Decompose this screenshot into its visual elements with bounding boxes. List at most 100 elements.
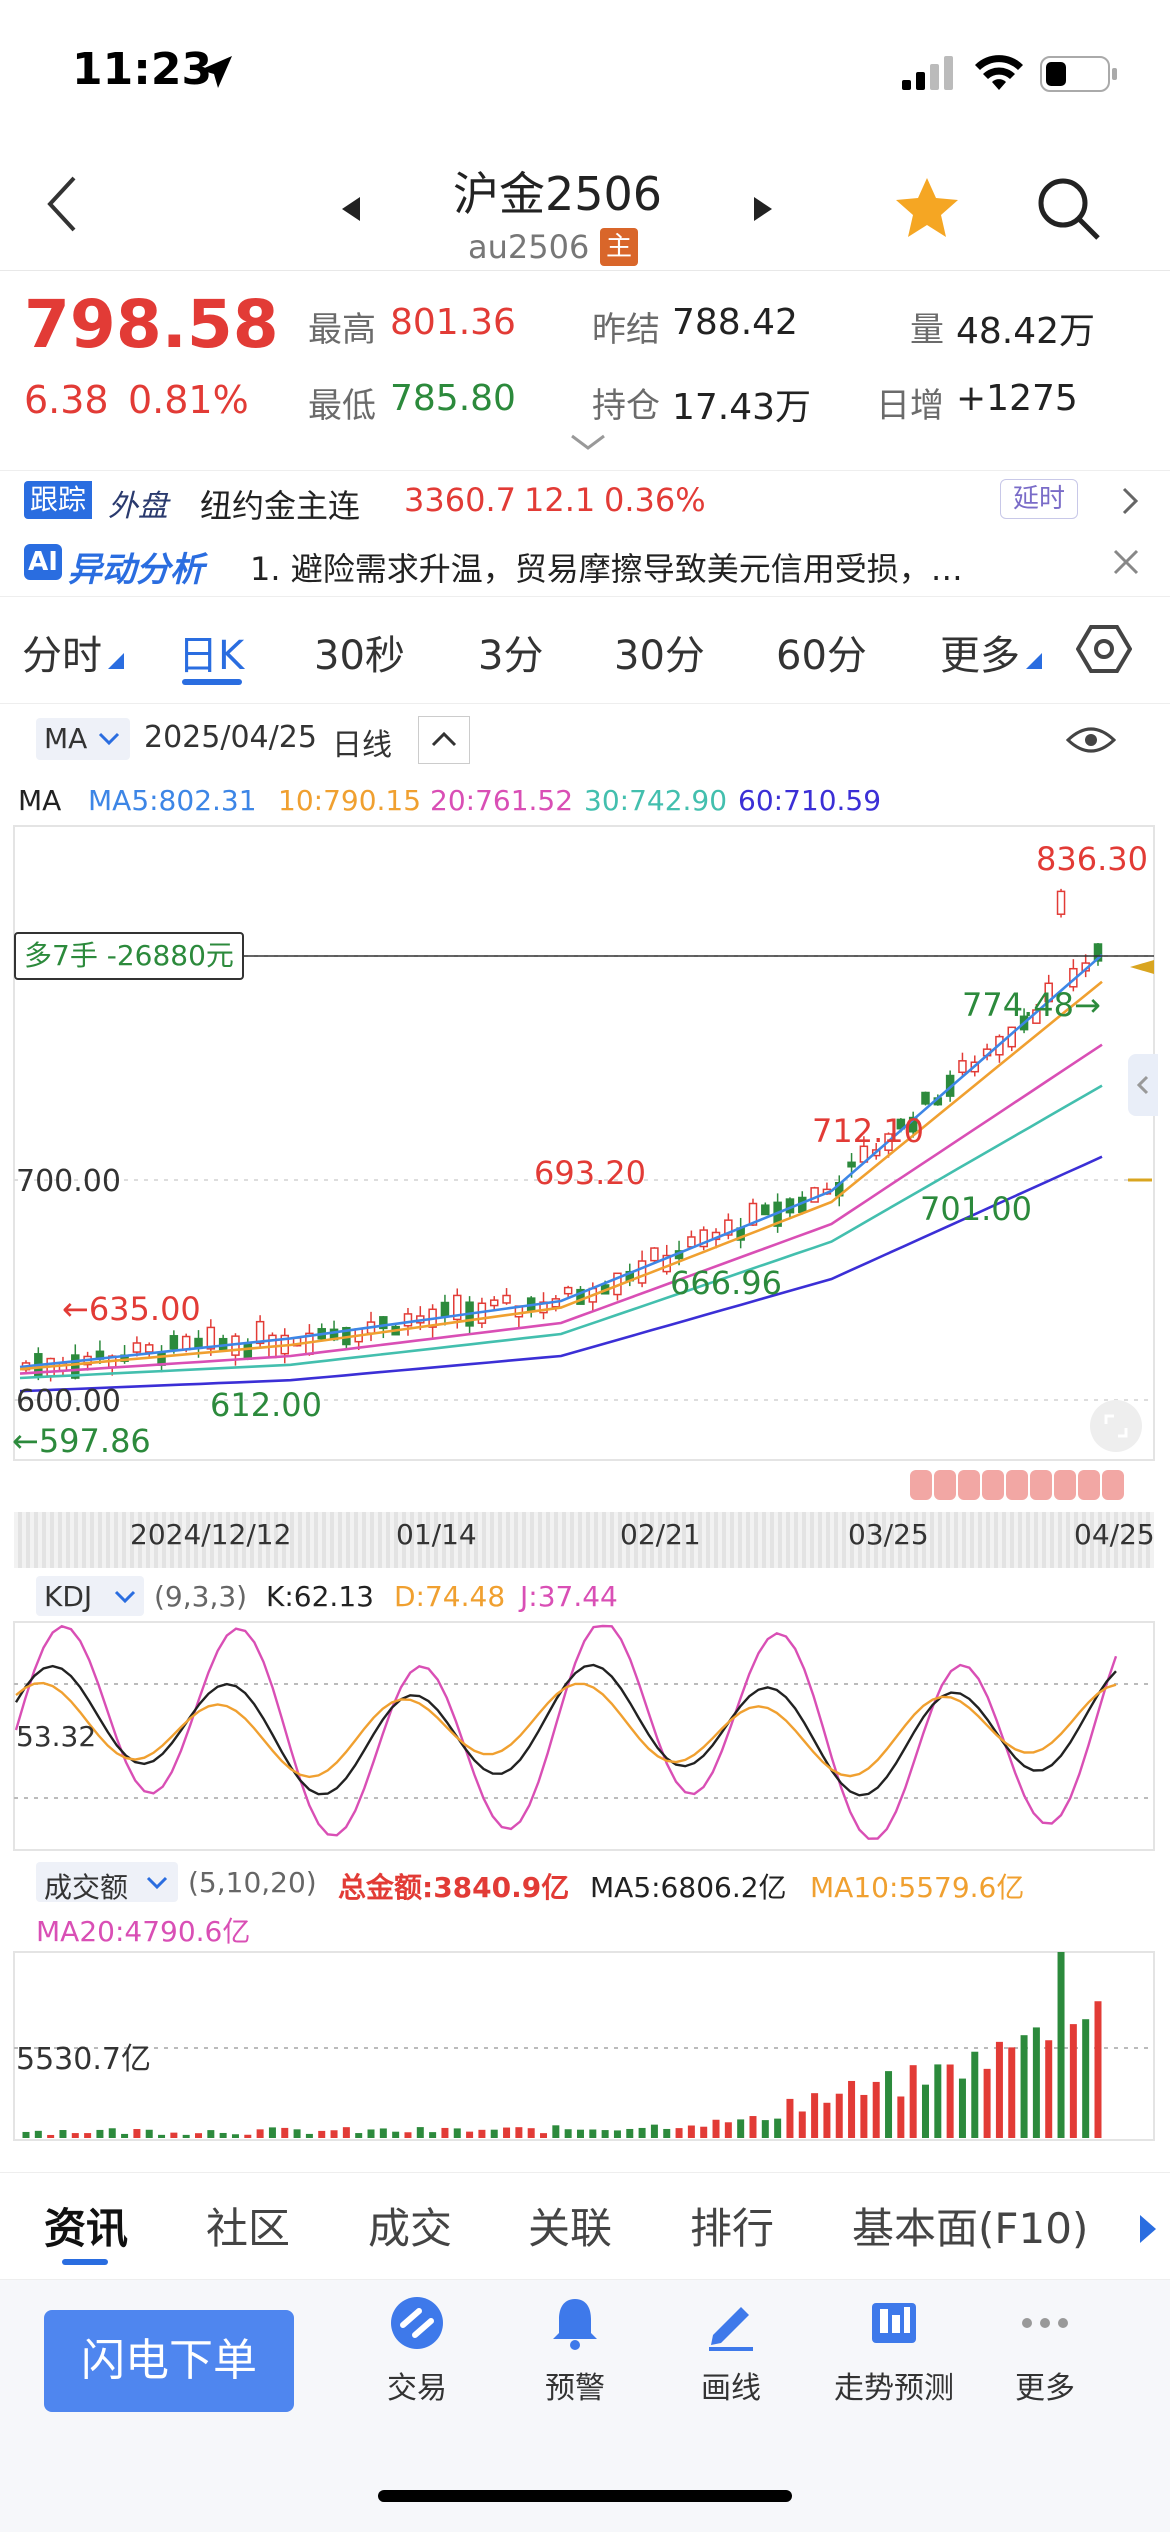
low-label: 最低 — [308, 386, 376, 426]
nav-forecast[interactable]: 走势预测 — [814, 2295, 974, 2407]
next-contract-icon[interactable] — [752, 196, 774, 226]
tab-news[interactable]: 资讯 — [44, 2204, 129, 2253]
date-label-2: 01/14 — [396, 1518, 477, 1551]
kdj-d-line — [15, 1681, 1117, 1779]
candle — [650, 1247, 659, 1263]
chart-settings-icon[interactable] — [1075, 621, 1133, 681]
turnover-bar — [84, 2133, 92, 2138]
fullscreen-button[interactable] — [1090, 1400, 1142, 1452]
badge-a-8 — [1078, 1470, 1100, 1500]
close-icon[interactable] — [1112, 548, 1140, 580]
turnover-bar — [589, 2129, 597, 2138]
outer-market-row[interactable]: 跟踪 外盘 纽约金主连 3360.7 12.1 0.36% 延时 — [0, 470, 1170, 531]
annotation-693: 693.20 — [534, 1154, 646, 1192]
badge-a-9 — [1102, 1470, 1124, 1500]
back-icon[interactable] — [44, 174, 80, 238]
candle — [502, 1288, 511, 1305]
candlestick-chart[interactable] — [0, 824, 1170, 1464]
date-label-5: 04/25 — [1074, 1518, 1155, 1551]
chevron-down-icon — [114, 1590, 136, 1604]
candle — [1093, 943, 1103, 966]
quick-order-button[interactable]: 闪电下单 — [44, 2310, 294, 2412]
nav-alert[interactable]: 预警 — [500, 2295, 650, 2407]
tab-60m[interactable]: 60分 — [776, 633, 867, 679]
candle — [748, 1198, 758, 1226]
turnover-bar — [182, 2134, 190, 2138]
tab-daily-k[interactable]: 日K — [178, 633, 245, 679]
turnover-bar — [724, 2122, 732, 2138]
price-axis-600: 600.00 — [16, 1384, 121, 1419]
tab-3m[interactable]: 3分 — [478, 633, 544, 679]
outer-tag: 外盘 — [108, 489, 168, 524]
a-share-badges — [910, 1470, 1126, 1504]
chart-frame — [13, 825, 1155, 1461]
nav-more[interactable]: 更多 — [970, 2295, 1120, 2407]
tab-community[interactable]: 社区 — [206, 2204, 291, 2253]
candle — [440, 1294, 450, 1326]
badge-a-2 — [934, 1470, 956, 1500]
date-axis: 2024/12/12 01/14 02/21 03/25 04/25 — [14, 1512, 1155, 1568]
candle — [724, 1213, 733, 1240]
tab-ranking[interactable]: 排行 — [690, 2204, 775, 2253]
eye-icon[interactable] — [1065, 724, 1117, 760]
candle — [958, 1052, 967, 1078]
tab-30m[interactable]: 30分 — [614, 633, 705, 679]
page-title: 沪金2506 — [452, 167, 663, 221]
date-label-4: 03/25 — [848, 1518, 929, 1551]
bottom-tabs: 资讯 社区 成交 关联 排行 基本面(F10) — [0, 2172, 1170, 2280]
turnover-bar — [811, 2093, 819, 2138]
current-price-marker — [1130, 960, 1154, 974]
ai-analysis-row[interactable]: AI 异动分析 1. 避险需求升温，贸易摩擦导致美元信用受损，… — [0, 532, 1170, 594]
turnover-chart[interactable] — [0, 1950, 1170, 2142]
tab-trades[interactable]: 成交 — [368, 2204, 453, 2253]
nav-forecast-label: 走势预测 — [834, 2371, 954, 2406]
badge-a-5 — [1006, 1470, 1028, 1500]
indicator-select[interactable]: MA — [36, 718, 130, 760]
kdj-params: (9,3,3) — [154, 1580, 248, 1613]
main-badge: 主 — [600, 228, 638, 266]
favorite-star-icon[interactable] — [894, 176, 960, 244]
turnover-bar — [921, 2084, 929, 2138]
date-label-3: 02/21 — [620, 1518, 701, 1551]
more-tabs-arrow-icon[interactable] — [1138, 2213, 1158, 2249]
candle — [1056, 888, 1066, 918]
turnover-bar — [934, 2064, 942, 2138]
tab-30s[interactable]: 30秒 — [314, 633, 405, 679]
candle — [908, 1111, 918, 1138]
nav-draw[interactable]: 画线 — [656, 2295, 806, 2407]
prev-contract-icon[interactable] — [340, 196, 362, 226]
collapse-toolbar-button[interactable] — [418, 716, 470, 764]
turnover-bar — [675, 2128, 683, 2138]
turnover-bar — [281, 2127, 289, 2138]
turnover-select[interactable]: 成交额 — [36, 1862, 178, 1904]
search-icon[interactable] — [1036, 176, 1102, 246]
chevron-right-icon[interactable] — [1122, 487, 1139, 519]
turnover-bar — [330, 2130, 338, 2138]
kdj-select[interactable]: KDJ — [36, 1576, 144, 1616]
turnover-bar — [515, 2127, 523, 2138]
candle — [662, 1244, 671, 1275]
candle — [921, 1091, 930, 1106]
chart-date: 2025/04/25 — [144, 720, 317, 755]
turnover-ma10: MA10:5579.6亿 — [810, 1871, 1025, 1904]
annotation-high: 836.30 — [1036, 840, 1148, 878]
tab-timeshare[interactable]: 分时 — [22, 633, 102, 679]
position-label[interactable]: 多7手 -26880元 — [14, 932, 244, 980]
side-handle[interactable] — [1128, 1054, 1158, 1116]
position-text: 多7手 -26880元 — [24, 939, 234, 972]
tab-fundamentals[interactable]: 基本面(F10) — [852, 2204, 1089, 2253]
turnover-bar — [355, 2133, 363, 2138]
turnover-bar — [293, 2129, 301, 2138]
tab-news-indicator — [62, 2259, 108, 2265]
ma-legend-label: MA — [18, 784, 62, 817]
indicator-label: MA — [44, 722, 88, 755]
nav-trade[interactable]: 交易 — [342, 2295, 492, 2407]
turnover-bar — [1069, 2024, 1077, 2138]
kdj-chart[interactable] — [0, 1620, 1170, 1852]
turnover-bar — [490, 2129, 498, 2138]
tab-more[interactable]: 更多 — [940, 633, 1020, 679]
badge-a-6 — [1030, 1470, 1052, 1500]
expand-quote-icon[interactable] — [570, 434, 606, 456]
tab-related[interactable]: 关联 — [528, 2204, 613, 2253]
candle — [699, 1226, 708, 1251]
